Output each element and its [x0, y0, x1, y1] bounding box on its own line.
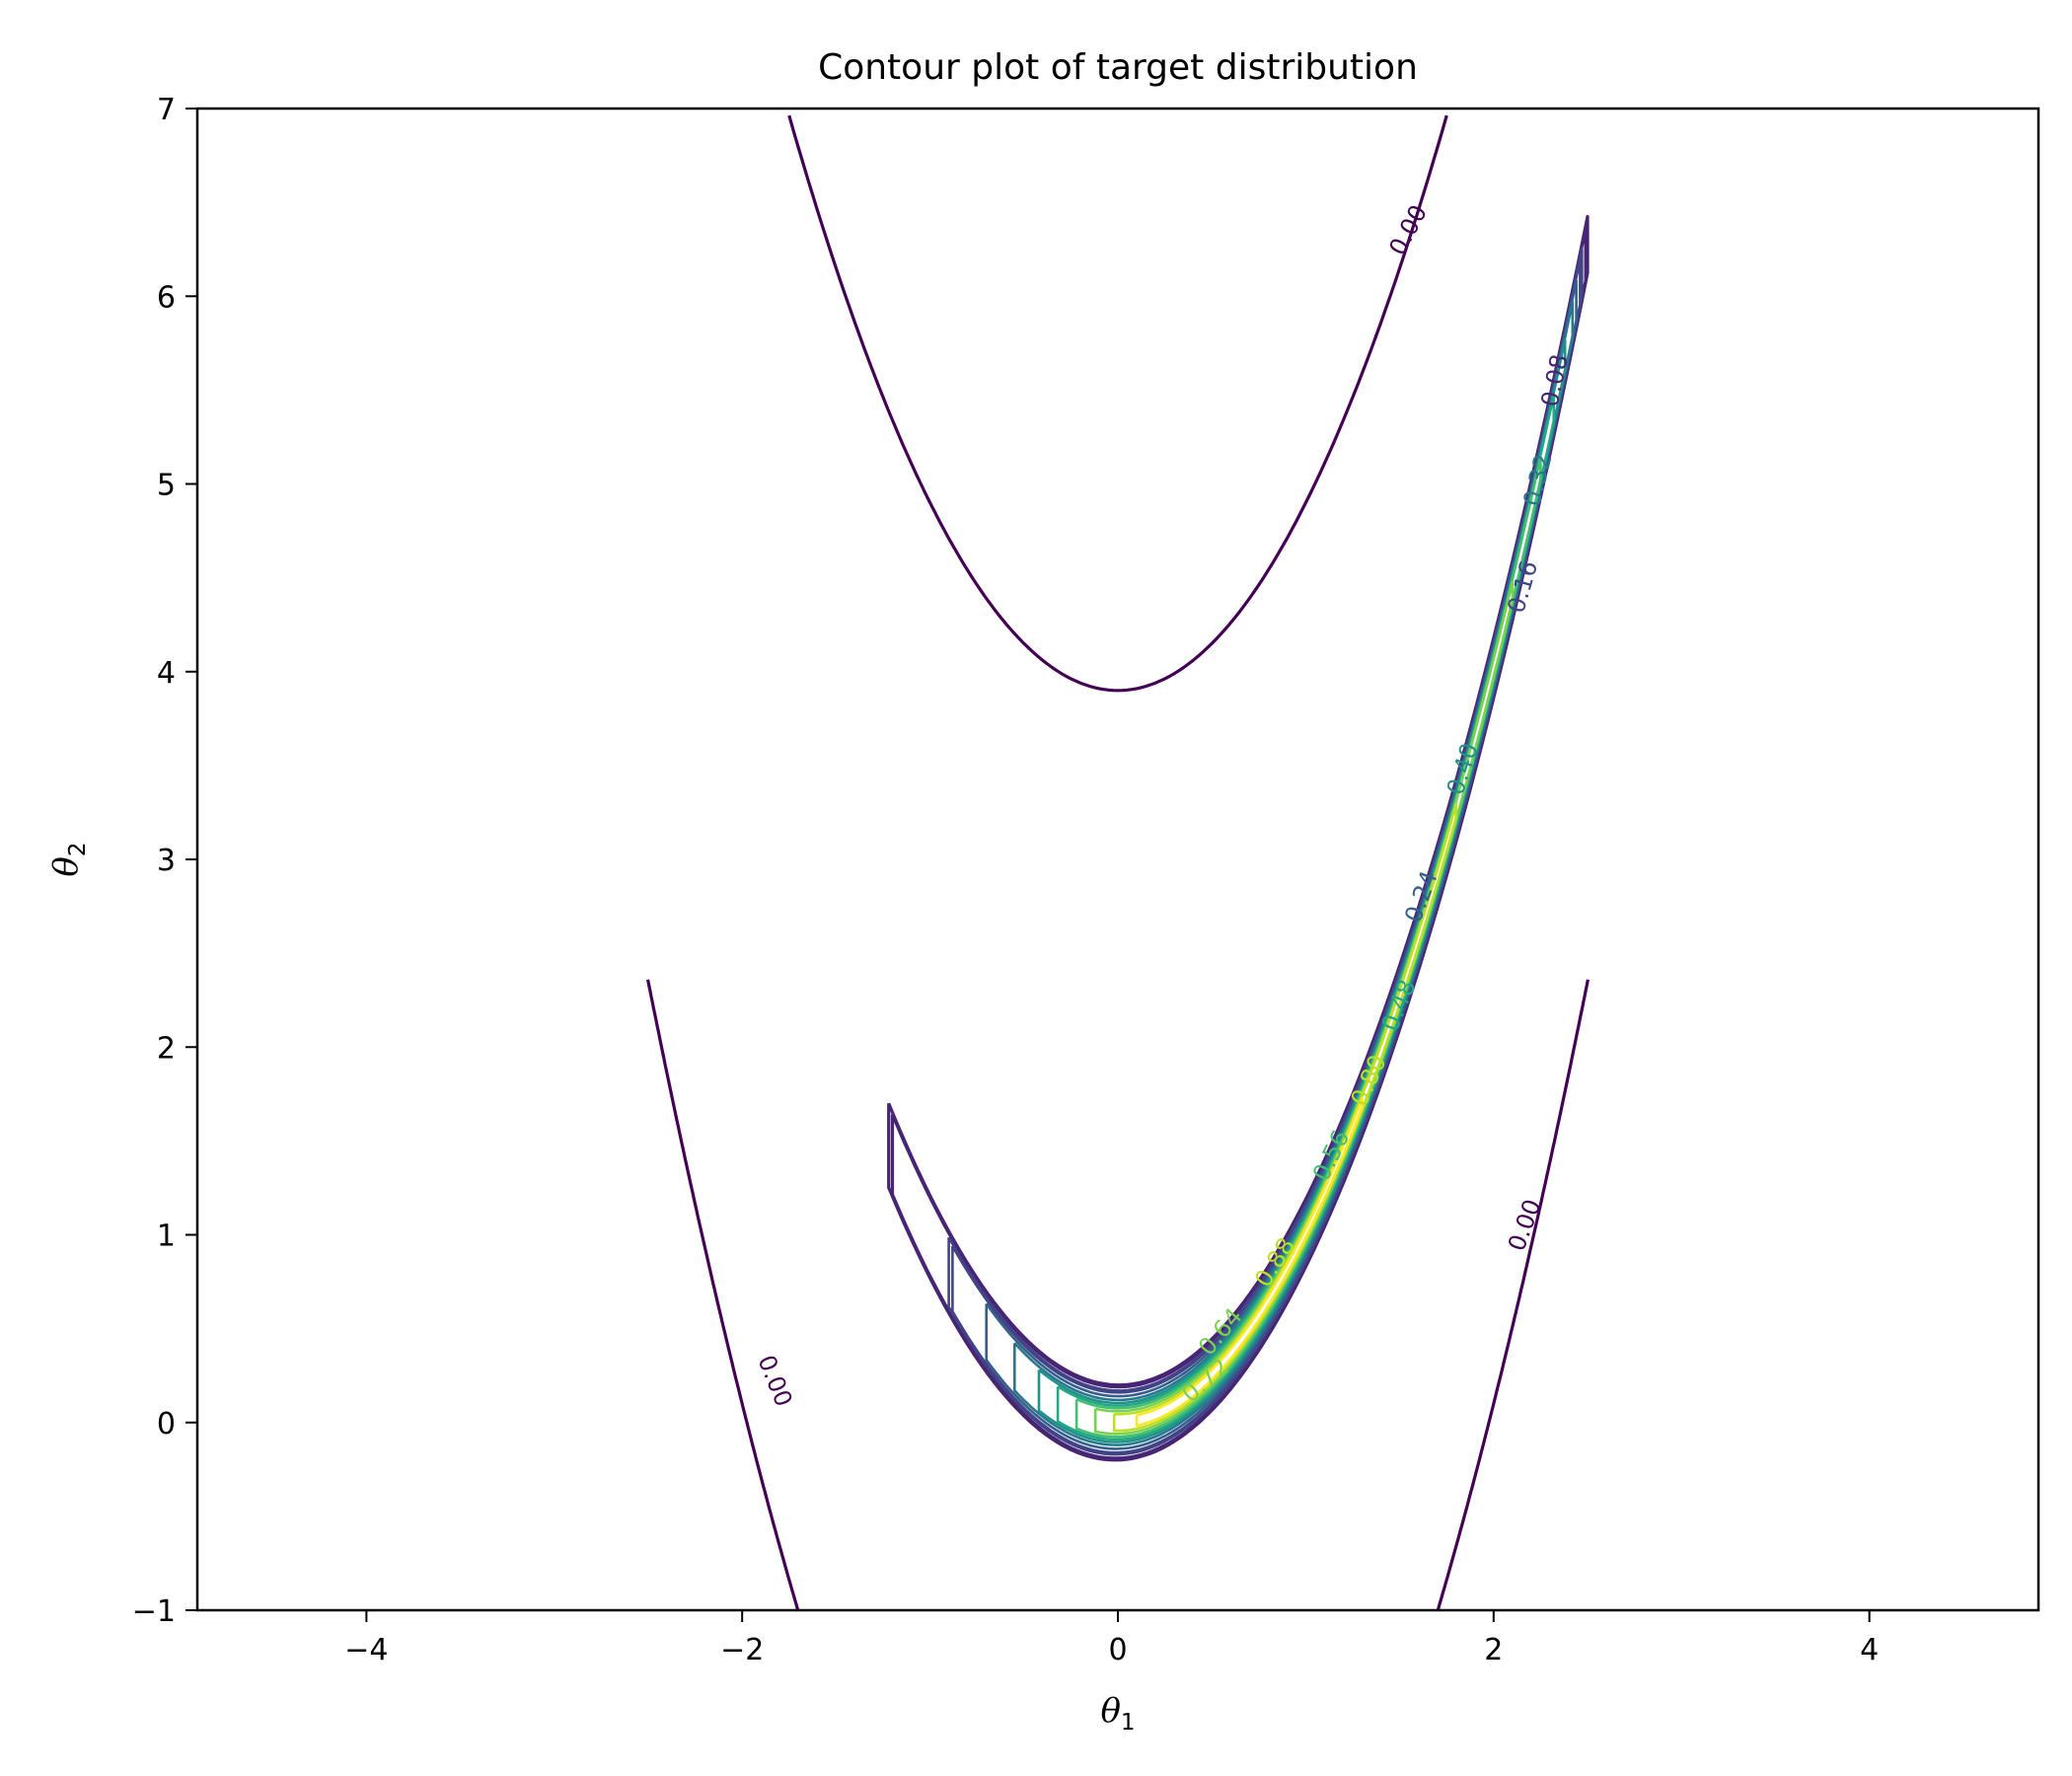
contour-label: 0.00 [1503, 1196, 1547, 1255]
y-axis-label: θ2 [46, 842, 91, 876]
x-tick-label: 0 [1108, 1633, 1127, 1667]
contour-line-band-5 [1013, 300, 1575, 1446]
contour-line-band-6 [1037, 338, 1567, 1443]
contour-label: 0.80 [1346, 1051, 1392, 1110]
contour-label: 0.32 [1517, 451, 1557, 509]
contour-line-band-3 [951, 258, 1582, 1454]
y-tick-label: 5 [157, 469, 176, 503]
contour-line-0.00-upper [787, 114, 1448, 693]
contour-line-band-0 [887, 214, 1590, 1462]
x-axis-label: θ1 [1100, 1691, 1135, 1736]
y-tick-label: 1 [157, 1220, 176, 1254]
contour-line-band-11 [1135, 1096, 1364, 1428]
x-tick-label: −2 [720, 1633, 764, 1667]
y-axis-label-symbol: θ [46, 856, 86, 876]
contour-line-band-9 [1093, 580, 1515, 1436]
contour-line-band-4 [985, 278, 1578, 1450]
contour-line-band-7 [1056, 393, 1555, 1442]
contour-label: 0.08 [1535, 352, 1573, 409]
contour-line-band-8 [1074, 455, 1542, 1439]
contour-line-0.00-right [1436, 979, 1590, 1611]
x-tick-label: 4 [1860, 1633, 1879, 1667]
contour-label: 0.00 [1383, 200, 1433, 259]
contour-line-band-10 [1112, 802, 1457, 1433]
y-tick-label: 2 [157, 1031, 176, 1066]
contour-line-band-1 [890, 225, 1588, 1460]
contour-label: 0.40 [1442, 740, 1484, 798]
contour-line-0.00-left [646, 979, 800, 1611]
contour-line-band-2 [947, 247, 1584, 1456]
x-axis-ticks: −4 −2 0 2 4 [344, 1610, 1879, 1667]
y-tick-label: 7 [157, 93, 176, 127]
x-tick-label: 2 [1484, 1633, 1503, 1667]
contour-label: 0.00 [752, 1352, 797, 1411]
x-axis-label-subscript: 1 [1121, 1710, 1136, 1736]
y-tick-label: −1 [132, 1594, 176, 1629]
contour-label: 0.16 [1502, 557, 1543, 616]
y-tick-label: 4 [157, 656, 176, 691]
y-tick-label: 3 [157, 844, 176, 878]
x-axis-label-symbol: θ [1100, 1691, 1120, 1731]
chart-title: Contour plot of target distribution [818, 47, 1418, 88]
y-tick-label: 0 [157, 1407, 176, 1442]
y-tick-label: 6 [157, 280, 176, 315]
y-axis-ticks: −1 0 1 2 3 4 5 6 7 [132, 93, 197, 1629]
x-tick-label: −4 [344, 1633, 388, 1667]
contour-lines [646, 114, 1590, 1611]
y-axis-label-subscript: 2 [65, 842, 91, 856]
contour-label: 0.48 [1376, 976, 1422, 1035]
